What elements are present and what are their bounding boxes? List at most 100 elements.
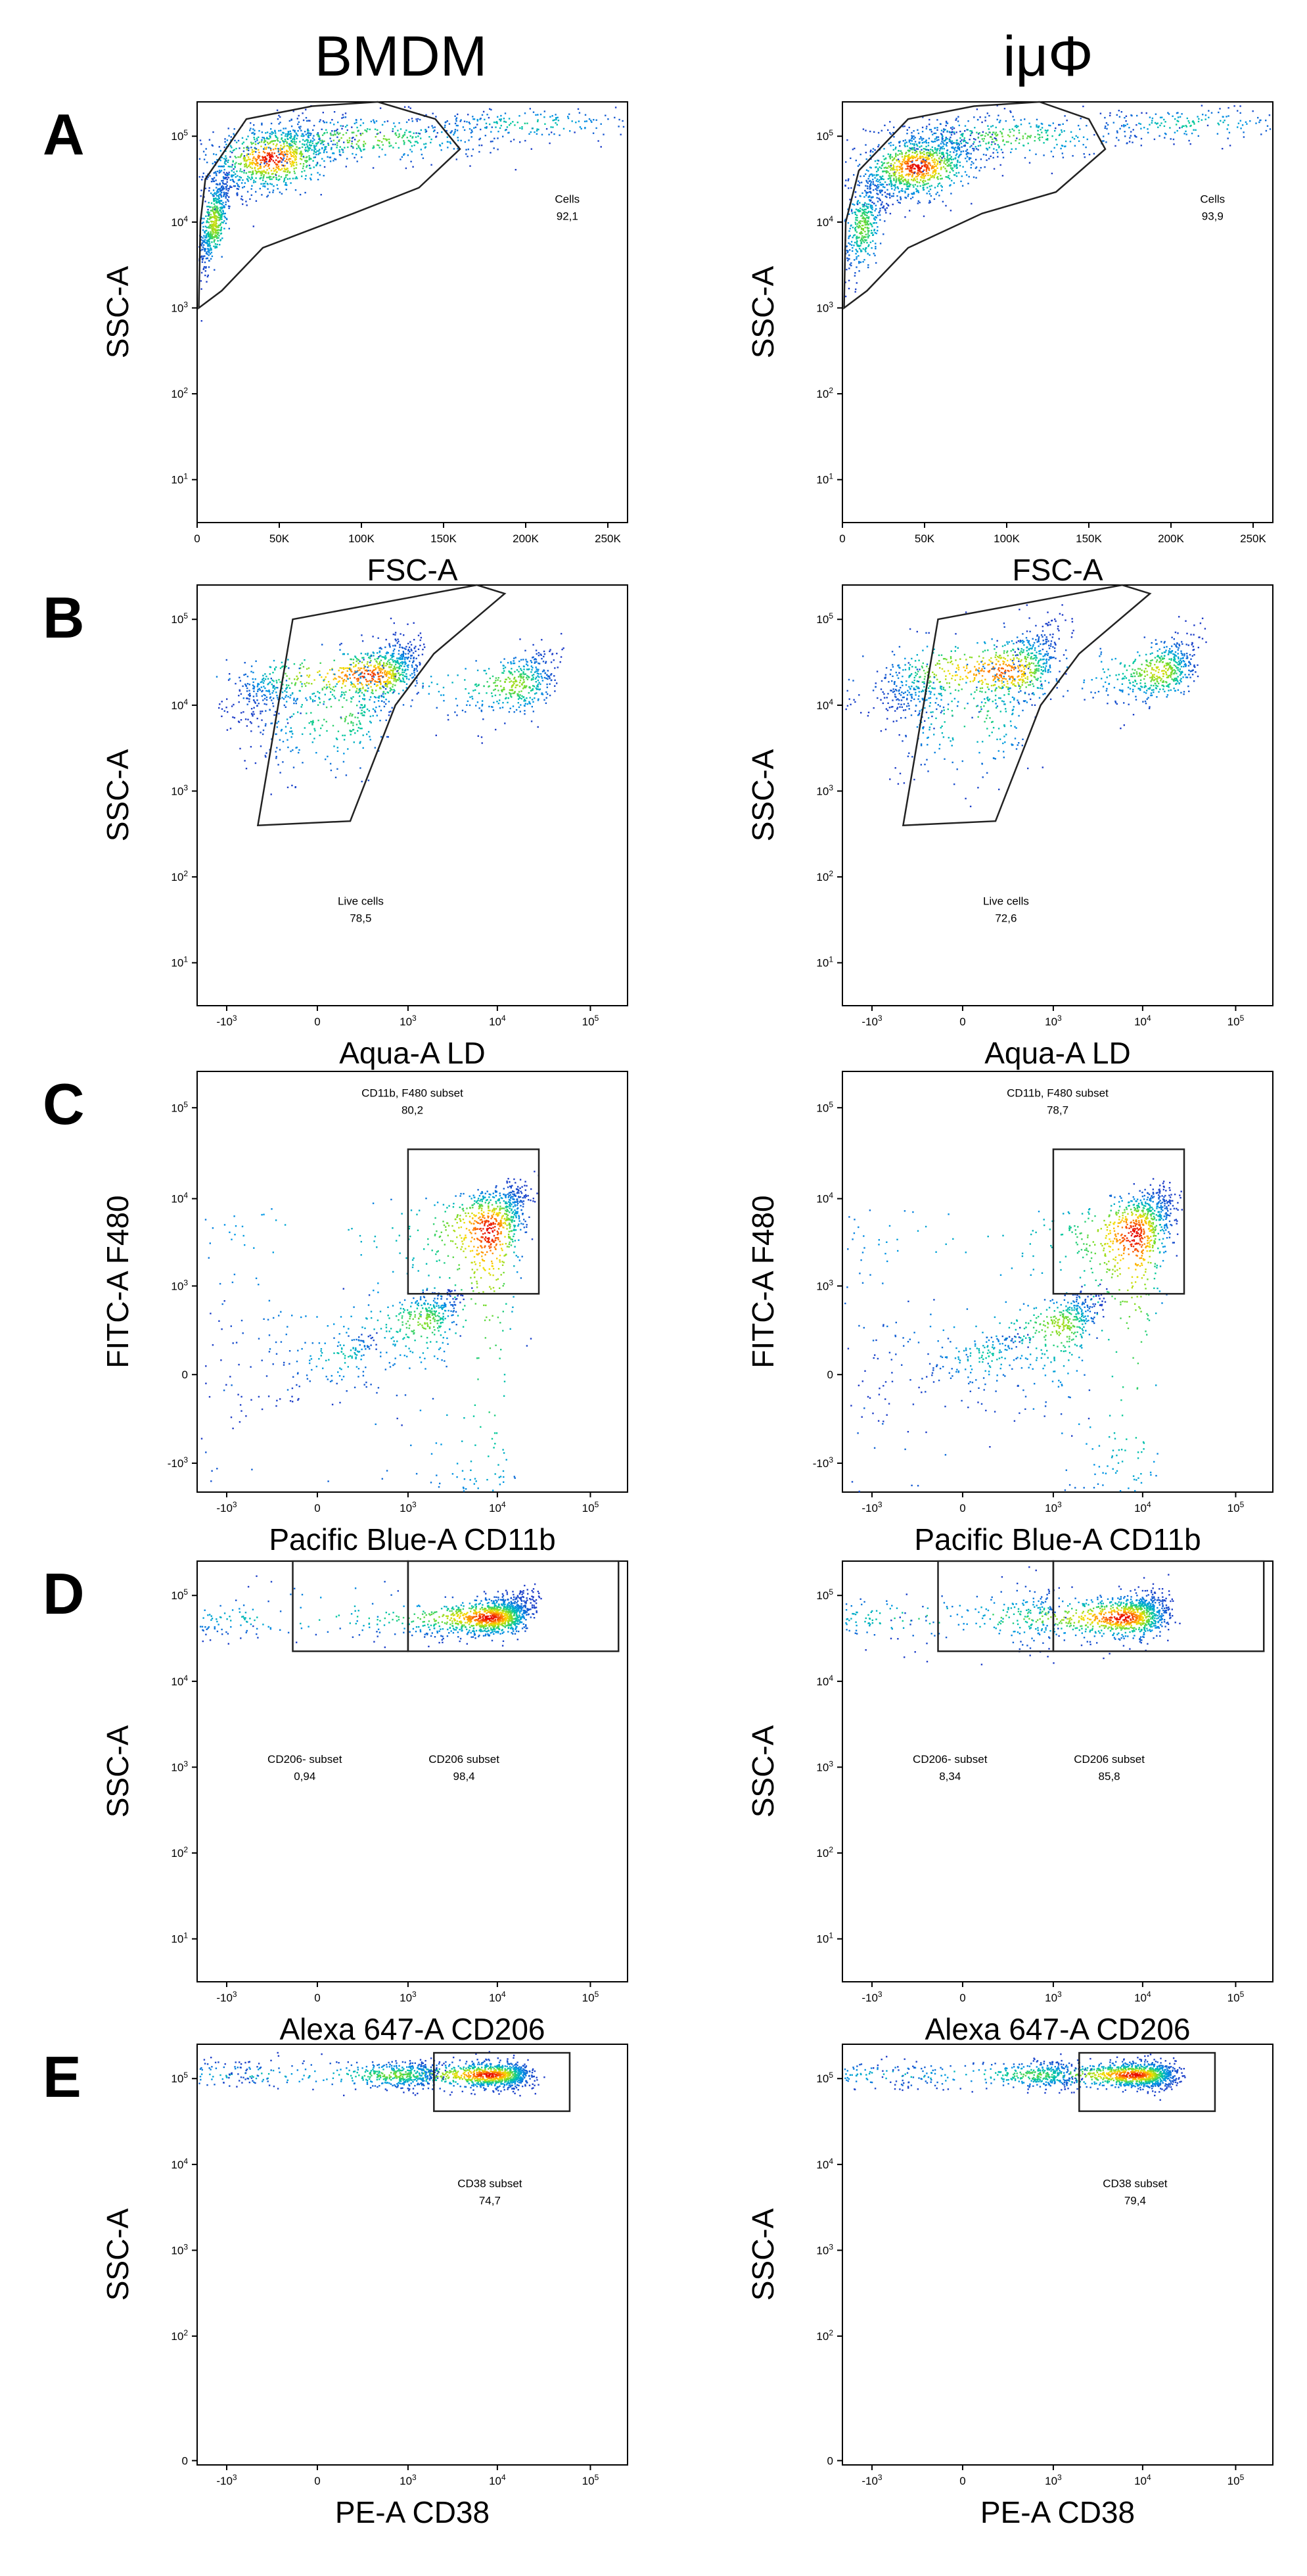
event-dot: [848, 254, 850, 256]
event-dot: [929, 200, 930, 201]
event-dot: [552, 115, 553, 116]
event-dot: [1004, 108, 1005, 109]
event-dot: [959, 131, 961, 132]
event-dot: [1053, 122, 1054, 124]
event-dot: [375, 136, 377, 137]
event-dot: [293, 165, 294, 166]
event-dot: [879, 214, 881, 216]
event-dot: [367, 653, 369, 654]
event-dot: [346, 699, 347, 701]
event-dot: [288, 143, 290, 145]
event-dot: [245, 718, 246, 720]
event-dot: [343, 692, 344, 693]
event-dot: [907, 179, 909, 180]
event-dot: [902, 191, 904, 192]
event-dot: [287, 141, 288, 143]
event-dot: [220, 228, 221, 229]
event-dot: [271, 699, 272, 701]
event-dot: [385, 665, 386, 667]
event-dot: [1164, 121, 1166, 122]
event-dot: [896, 160, 898, 161]
event-dot: [865, 191, 867, 193]
event-dot: [893, 175, 894, 176]
event-dot: [877, 215, 879, 216]
event-dot: [962, 133, 963, 134]
event-dot: [848, 288, 850, 289]
event-dot: [886, 197, 887, 198]
event-dot: [283, 165, 284, 166]
event-dot: [1193, 122, 1195, 123]
event-dot: [978, 137, 979, 139]
event-dot: [361, 156, 362, 158]
event-dot: [408, 657, 409, 658]
event-dot: [1163, 119, 1164, 120]
event-dot: [377, 652, 378, 653]
event-dot: [362, 686, 363, 688]
event-dot: [925, 160, 926, 161]
event-dot: [958, 172, 959, 174]
event-dot: [391, 675, 392, 676]
event-dot: [247, 176, 248, 177]
event-dot: [352, 674, 354, 675]
event-dot: [405, 661, 406, 663]
event-dot: [899, 169, 900, 170]
event-dot: [319, 121, 320, 122]
event-dot: [1188, 140, 1189, 141]
event-dot: [997, 119, 998, 120]
event-dot: [923, 187, 924, 188]
event-dot: [200, 143, 202, 145]
event-dot: [873, 202, 875, 204]
event-dot: [235, 148, 237, 149]
event-dot: [281, 168, 283, 170]
event-dot: [951, 134, 952, 135]
event-dot: [308, 676, 310, 678]
event-dot: [370, 686, 371, 688]
event-dot: [937, 148, 938, 149]
event-dot: [916, 148, 917, 149]
event-dot: [216, 237, 218, 239]
event-dot: [399, 646, 400, 647]
event-dot: [478, 151, 480, 152]
event-dot: [407, 154, 409, 156]
event-dot: [271, 680, 273, 681]
event-dot: [250, 162, 251, 164]
event-dot: [369, 699, 370, 700]
event-dot: [879, 179, 880, 181]
event-dot: [251, 195, 252, 196]
event-dot: [325, 129, 327, 131]
event-dot: [521, 128, 522, 129]
event-dot: [454, 116, 455, 117]
event-dot: [299, 128, 300, 129]
event-dot: [877, 179, 878, 180]
event-dot: [338, 670, 340, 671]
event-dot: [380, 675, 382, 676]
event-dot: [312, 699, 313, 701]
event-dot: [1022, 145, 1024, 146]
event-dot: [377, 140, 378, 141]
event-dot: [355, 119, 357, 120]
event-dot: [244, 158, 245, 160]
event-dot: [233, 133, 234, 135]
event-dot: [451, 130, 453, 131]
event-dot: [312, 160, 313, 162]
event-dot: [550, 126, 551, 128]
event-dot: [416, 682, 417, 684]
event-dot: [939, 150, 940, 151]
event-dot: [864, 222, 865, 223]
event-dot: [882, 178, 883, 179]
event-dot: [314, 730, 315, 731]
event-dot: [380, 668, 381, 669]
event-dot: [304, 683, 306, 684]
event-dot: [382, 686, 383, 687]
event-dot: [940, 148, 941, 149]
event-dot: [386, 653, 387, 654]
event-dot: [492, 141, 493, 142]
event-dot: [355, 665, 356, 666]
event-dot: [296, 153, 297, 154]
event-dot: [404, 663, 405, 665]
event-dot: [1041, 131, 1042, 133]
event-dot: [1065, 145, 1066, 147]
event-dot: [404, 682, 405, 683]
event-dot: [1045, 129, 1046, 131]
event-dot: [323, 703, 324, 705]
